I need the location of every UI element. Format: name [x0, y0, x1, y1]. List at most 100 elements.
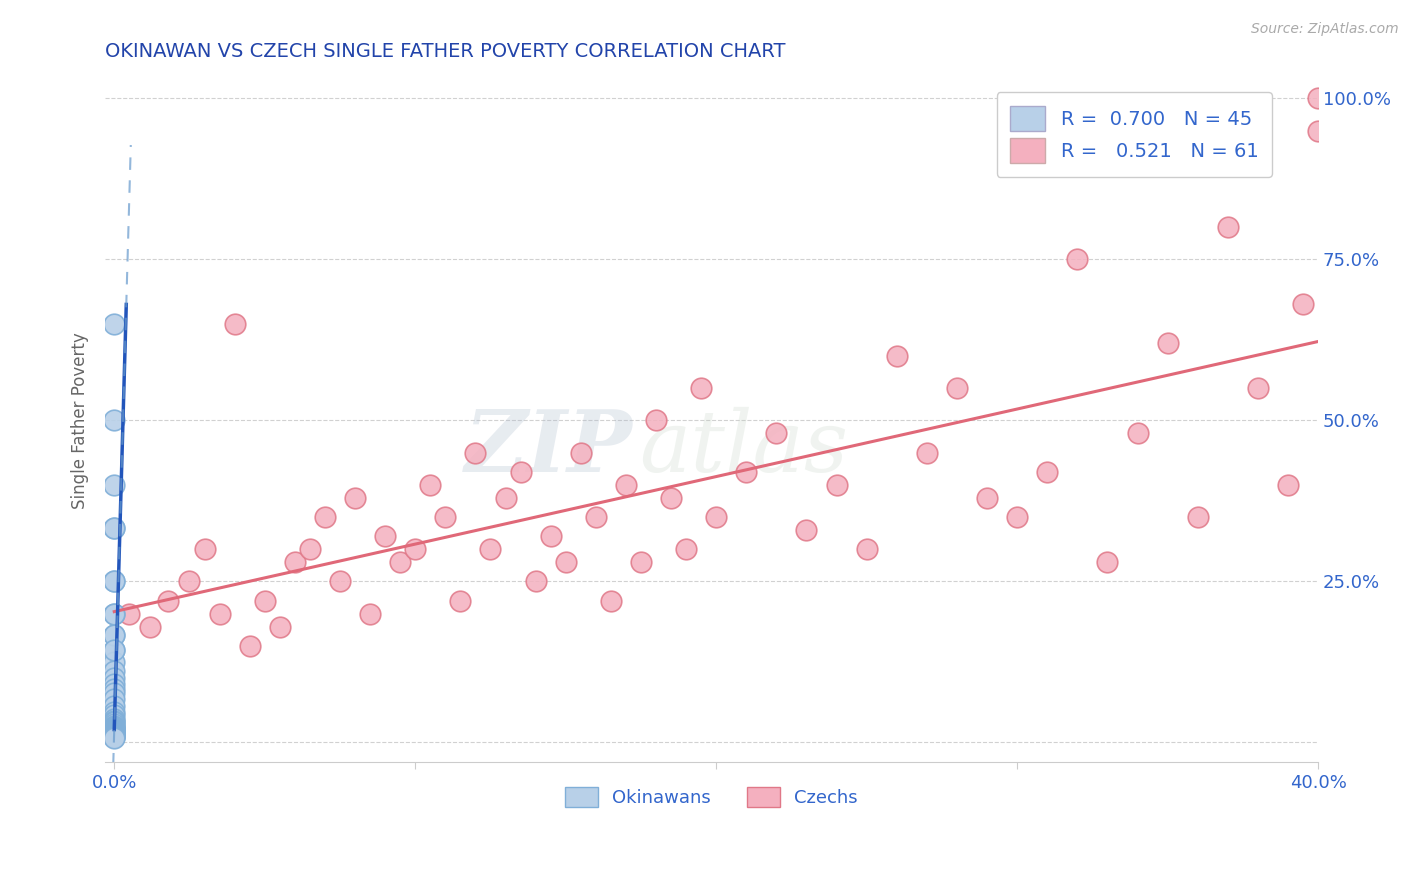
Point: [103, 692, 125, 706]
Point: [103, 664, 125, 678]
Point: [976, 491, 998, 505]
Point: [509, 465, 531, 479]
Point: [614, 477, 637, 491]
Point: [103, 413, 125, 427]
Point: [103, 686, 125, 700]
Text: ZIP: ZIP: [465, 406, 633, 490]
Point: [329, 574, 352, 589]
Point: [103, 607, 125, 621]
Point: [434, 510, 457, 524]
Point: [103, 655, 125, 669]
Point: [585, 510, 607, 524]
Point: [855, 542, 877, 557]
Point: [1216, 220, 1239, 235]
Point: [659, 491, 682, 505]
Point: [1156, 336, 1178, 351]
Legend: Okinawans, Czechs: Okinawans, Czechs: [558, 780, 865, 814]
Point: [103, 681, 125, 696]
Point: [1308, 123, 1330, 137]
Point: [1292, 297, 1315, 311]
Point: [404, 542, 426, 557]
Point: [103, 728, 125, 742]
Point: [103, 643, 125, 657]
Point: [157, 593, 180, 607]
Point: [1247, 381, 1270, 395]
Point: [1036, 465, 1059, 479]
Point: [1308, 91, 1330, 105]
Point: [374, 529, 396, 543]
Point: [1005, 510, 1028, 524]
Point: [765, 426, 787, 441]
Point: [118, 607, 141, 621]
Point: [735, 465, 758, 479]
Point: [524, 574, 547, 589]
Point: [103, 723, 125, 737]
Point: [1277, 477, 1299, 491]
Text: OKINAWAN VS CZECH SINGLE FATHER POVERTY CORRELATION CHART: OKINAWAN VS CZECH SINGLE FATHER POVERTY …: [105, 42, 786, 61]
Point: [224, 317, 246, 331]
Point: [103, 628, 125, 642]
Point: [103, 317, 125, 331]
Point: [796, 523, 818, 537]
Point: [103, 723, 125, 738]
Point: [103, 705, 125, 719]
Point: [449, 593, 471, 607]
Point: [886, 349, 908, 363]
Point: [915, 445, 938, 459]
Point: [1066, 252, 1088, 267]
Point: [269, 619, 291, 633]
Text: atlas: atlas: [638, 407, 848, 489]
Point: [103, 731, 125, 745]
Point: [103, 731, 125, 745]
Point: [103, 722, 125, 736]
Point: [599, 593, 621, 607]
Point: [314, 510, 336, 524]
Point: [103, 727, 125, 741]
Point: [103, 712, 125, 726]
Point: [139, 619, 162, 633]
Point: [253, 593, 276, 607]
Point: [103, 716, 125, 731]
Point: [103, 730, 125, 744]
Point: [103, 607, 125, 621]
Point: [208, 607, 231, 621]
Point: [103, 724, 125, 739]
Point: [103, 729, 125, 743]
Point: [103, 574, 125, 589]
Point: [103, 714, 125, 729]
Point: [298, 542, 321, 557]
Point: [495, 491, 517, 505]
Point: [179, 574, 201, 589]
Point: [630, 555, 652, 569]
Point: [675, 542, 697, 557]
Point: [103, 715, 125, 730]
Point: [103, 728, 125, 742]
Point: [1097, 555, 1119, 569]
Point: [103, 677, 125, 691]
Point: [103, 708, 125, 723]
Point: [239, 639, 262, 653]
Point: [645, 413, 668, 427]
Point: [946, 381, 969, 395]
Y-axis label: Single Father Poverty: Single Father Poverty: [72, 332, 89, 508]
Point: [103, 721, 125, 735]
Point: [389, 555, 412, 569]
Point: [103, 671, 125, 685]
Point: [103, 628, 125, 642]
Point: [103, 723, 125, 738]
Point: [103, 477, 125, 491]
Point: [103, 574, 125, 589]
Point: [1187, 510, 1209, 524]
Text: Source: ZipAtlas.com: Source: ZipAtlas.com: [1251, 22, 1399, 37]
Point: [103, 725, 125, 739]
Point: [103, 699, 125, 714]
Point: [193, 542, 215, 557]
Point: [103, 726, 125, 740]
Point: [554, 555, 576, 569]
Point: [103, 720, 125, 734]
Point: [1126, 426, 1149, 441]
Point: [825, 477, 848, 491]
Point: [479, 542, 502, 557]
Point: [103, 643, 125, 657]
Point: [103, 726, 125, 740]
